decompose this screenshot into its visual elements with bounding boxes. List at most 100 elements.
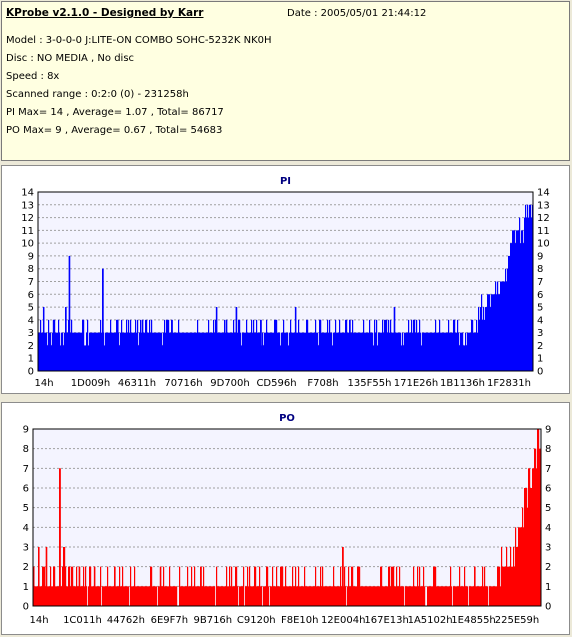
- pi-bar: [306, 319, 308, 371]
- pi-bar: [315, 319, 317, 371]
- pi-bar: [185, 332, 187, 371]
- pi-x-tick-label: 1B1136h: [440, 378, 485, 389]
- po-x-tick-label: 167E13h: [364, 615, 408, 626]
- pi-bar: [277, 332, 279, 371]
- pi-bar: [61, 332, 63, 371]
- po-bar: [96, 586, 98, 606]
- po-bar: [284, 586, 286, 606]
- po-bar: [439, 586, 441, 606]
- pi-bar: [398, 332, 400, 371]
- pi-bar: [395, 332, 397, 371]
- po-bar: [498, 566, 500, 606]
- pi-bar: [491, 294, 493, 371]
- po-bar: [153, 586, 155, 606]
- pi-bar: [495, 281, 497, 371]
- po-bar: [525, 488, 527, 606]
- pi-bar: [212, 332, 214, 371]
- pi-bar: [473, 332, 475, 371]
- po-y-tick-label-left: 1: [23, 582, 29, 593]
- po-bar: [442, 586, 444, 606]
- pi-bar: [504, 281, 506, 371]
- pi-bar: [126, 319, 128, 371]
- pi-bar: [461, 332, 463, 371]
- pi-bar: [266, 319, 268, 371]
- po-bar: [384, 586, 386, 606]
- pi-bar: [464, 345, 466, 371]
- pi-bar: [85, 345, 87, 371]
- pi-bar: [284, 332, 286, 371]
- po-bar: [519, 527, 521, 606]
- po-x-tick-label: 1A5102h: [408, 615, 453, 626]
- po-bar: [389, 566, 391, 606]
- pi-bar: [187, 332, 189, 371]
- po-bar: [341, 586, 343, 606]
- po-spike-bar: [93, 566, 96, 606]
- pi-bar: [439, 319, 441, 371]
- pi-bar: [224, 319, 226, 371]
- po-bar: [98, 586, 100, 606]
- po-bar: [292, 566, 294, 606]
- pi-bar: [179, 332, 181, 371]
- po-bar: [275, 586, 277, 606]
- po-bar: [395, 586, 397, 606]
- po-bar: [243, 566, 245, 606]
- po-bar: [208, 586, 210, 606]
- pi-bar: [118, 332, 120, 371]
- po-bar: [252, 586, 254, 606]
- pi-bar: [353, 332, 355, 371]
- pi-bar: [463, 345, 465, 371]
- po-bar: [166, 586, 168, 606]
- po-y-tick-label-right: 0: [545, 602, 551, 613]
- pi-x-tick-label: 1D009h: [71, 378, 111, 389]
- pi-bar: [330, 332, 332, 371]
- po-spike-bar: [53, 566, 55, 606]
- pi-bar: [434, 332, 436, 371]
- pi-bar: [276, 319, 278, 371]
- pi-y-tick-label-right: 5: [537, 303, 543, 314]
- pi-bar: [166, 319, 168, 371]
- pi-bar: [170, 332, 172, 371]
- po-bar: [70, 586, 72, 606]
- po-bar: [435, 566, 437, 606]
- po-bar: [109, 586, 111, 606]
- pi-bar: [87, 319, 89, 371]
- pi-bar: [304, 332, 306, 371]
- po-bar: [291, 586, 293, 606]
- pi-bar: [281, 332, 283, 371]
- pi-spike-bar: [225, 319, 228, 371]
- po-bar: [481, 586, 483, 606]
- pi-bar: [220, 332, 222, 371]
- po-bar: [325, 586, 327, 606]
- po-bar: [321, 586, 323, 606]
- po-bar: [122, 566, 124, 606]
- po-bar: [506, 547, 508, 606]
- po-y-tick-label-right: 2: [545, 562, 551, 573]
- po-bar: [411, 586, 413, 606]
- pi-bar: [516, 230, 518, 371]
- po-bar: [420, 586, 422, 606]
- pi-bar: [129, 332, 131, 371]
- pi-bar: [259, 332, 261, 371]
- po-bar: [298, 566, 300, 606]
- po-bar: [416, 586, 418, 606]
- pi-bar: [269, 332, 271, 371]
- pi-bar: [106, 332, 108, 371]
- po-bar: [71, 566, 73, 606]
- po-bar: [382, 586, 384, 606]
- po-bar: [353, 586, 355, 606]
- po-bar: [231, 566, 233, 606]
- po-bar: [140, 586, 142, 606]
- pi-bar: [268, 332, 270, 371]
- po-spike-bar: [59, 468, 61, 606]
- pi-y-tick-label-left: 2: [28, 341, 34, 352]
- pi-bar: [101, 332, 103, 371]
- po-bar: [45, 586, 47, 606]
- po-bar: [414, 586, 416, 606]
- pi-bar: [286, 332, 288, 371]
- po-bar: [310, 586, 312, 606]
- po-bar: [62, 566, 64, 606]
- po-bar: [320, 566, 322, 606]
- pi-bar: [507, 268, 509, 371]
- pi-bar: [60, 345, 62, 371]
- po-spike-bar: [281, 566, 283, 606]
